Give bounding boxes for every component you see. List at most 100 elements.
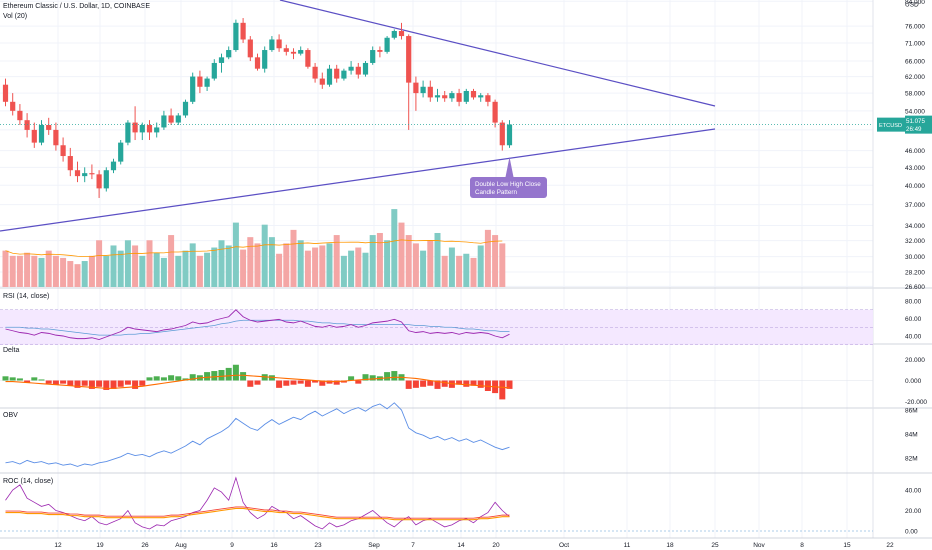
delta-bar — [103, 380, 110, 390]
roc-line — [5, 476, 510, 530]
delta-tick-label: 20.000 — [905, 357, 925, 364]
candle-body — [31, 129, 37, 143]
candle-body — [398, 31, 405, 37]
candle-body — [118, 142, 124, 162]
delta-bar — [146, 377, 153, 381]
delta-bar — [232, 364, 239, 381]
delta-bar — [204, 372, 211, 381]
candle-body — [370, 50, 376, 63]
symbol-title[interactable]: Ethereum Classic / U.S. Dollar, 1D, COIN… — [3, 3, 151, 10]
obv-tick-label: 84M — [905, 432, 918, 439]
candle-body — [139, 125, 145, 133]
volume-bar — [427, 240, 434, 287]
candle-body — [46, 125, 52, 130]
time-label: 20 — [492, 542, 500, 549]
volume-pane-title[interactable]: Vol (20) — [3, 13, 28, 20]
volume-bar — [254, 243, 261, 287]
delta-bar — [283, 380, 290, 386]
delta-bar — [132, 380, 139, 389]
volume-bar — [412, 243, 419, 287]
delta-ma-line — [5, 374, 510, 389]
time-label: 18 — [666, 542, 674, 549]
price-tick-label: 58.000 — [905, 91, 925, 98]
delta-bar — [348, 376, 355, 381]
delta-bar — [9, 377, 16, 381]
delta-bar — [2, 376, 9, 381]
volume-bar — [448, 247, 455, 287]
volume-bar — [340, 255, 347, 287]
delta-bar — [139, 380, 146, 386]
volume-bar — [405, 235, 412, 287]
delta-bar — [45, 380, 52, 384]
candle-body — [499, 122, 505, 146]
candle-body — [262, 50, 268, 69]
candle-body — [247, 39, 253, 58]
candle-body — [305, 50, 311, 67]
volume-bar — [348, 250, 355, 287]
obv-pane-title[interactable]: OBV — [3, 412, 18, 419]
price-tick-label: 30.000 — [905, 254, 925, 261]
rsi-line — [5, 309, 510, 340]
candle-body — [60, 145, 66, 157]
candle-body — [211, 62, 217, 79]
candle-body — [319, 78, 325, 85]
obv-tick-label: 82M — [905, 456, 918, 463]
volume-bar — [52, 255, 59, 287]
price-tick-label: 34.000 — [905, 223, 925, 230]
delta-bar — [24, 380, 31, 383]
volume-bar — [297, 240, 304, 287]
candle-body — [204, 78, 210, 87]
delta-bar — [67, 380, 74, 386]
candle-body — [334, 68, 340, 79]
roc-pane-title[interactable]: ROC (14, close) — [3, 478, 54, 485]
volume-bar — [160, 257, 167, 287]
candle-body — [82, 173, 88, 177]
time-label: 26 — [141, 542, 149, 549]
volume-bar — [124, 240, 131, 287]
candle-body — [168, 115, 174, 123]
delta-bar — [31, 377, 38, 381]
volume-bar — [175, 255, 182, 287]
volume-bar — [9, 255, 16, 287]
volume-bar — [81, 261, 88, 287]
volume-bar — [326, 243, 333, 287]
time-label: 14 — [457, 542, 465, 549]
candle-body — [103, 170, 109, 189]
delta-bar — [211, 371, 218, 381]
candle-body — [492, 101, 498, 123]
volume-bar — [189, 243, 196, 287]
last-price-badge — [905, 115, 932, 134]
rsi-pane-title[interactable]: RSI (14, close) — [3, 293, 50, 300]
candle-body — [506, 124, 513, 146]
volume-bar — [88, 255, 95, 287]
volume-bar — [2, 250, 9, 287]
roc-tick-label: 0.00 — [905, 529, 918, 536]
candle-body — [110, 161, 117, 171]
volume-bar — [196, 255, 203, 287]
delta-bar — [427, 380, 434, 386]
obv-tick-label: 86M — [905, 408, 918, 415]
annotation-pointer — [505, 157, 514, 177]
time-label: 12 — [54, 542, 62, 549]
delta-pane-title[interactable]: Delta — [3, 347, 20, 354]
candle-body — [456, 93, 462, 102]
price-tick-label: 62.000 — [905, 74, 925, 81]
delta-bar — [333, 380, 340, 385]
candle-body — [89, 173, 95, 175]
volume-bar — [38, 257, 45, 287]
delta-bar — [312, 380, 319, 383]
delta-tick-label: 0.000 — [905, 378, 922, 385]
roc-tick-label: 40.00 — [905, 488, 922, 495]
time-label: Aug — [175, 542, 187, 549]
volume-bar — [268, 237, 275, 287]
volume-bar — [333, 235, 340, 287]
annotation-text-line2: Candle Pattern — [475, 189, 518, 196]
candle-body — [146, 125, 153, 133]
time-label: 22 — [886, 542, 894, 549]
candle-body — [478, 95, 484, 98]
volume-bar — [45, 250, 52, 287]
volume-bar — [16, 255, 23, 287]
delta-bar — [160, 377, 167, 381]
symbol-badge — [877, 117, 905, 132]
